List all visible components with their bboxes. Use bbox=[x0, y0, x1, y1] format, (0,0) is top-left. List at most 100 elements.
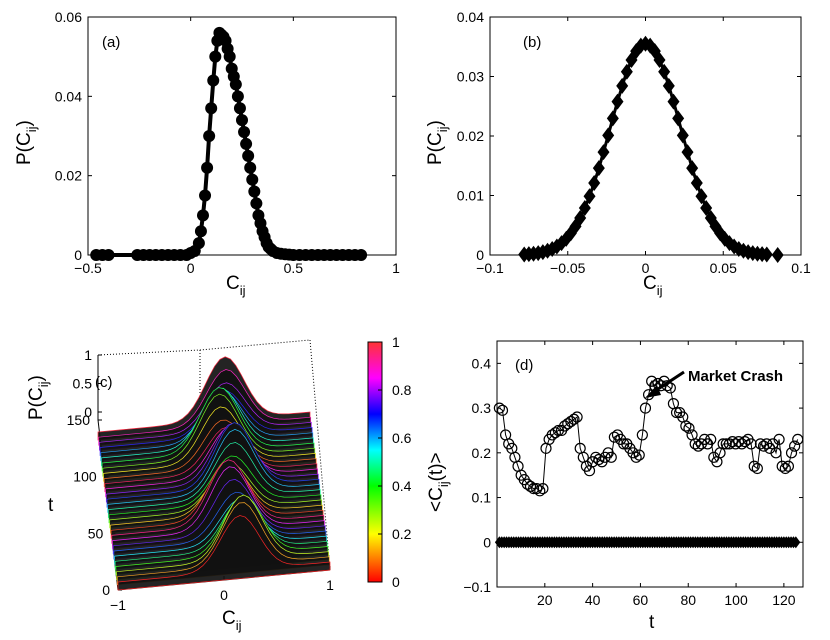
panel-a-ytick-label-0: 0 bbox=[74, 247, 82, 263]
panel-a-xtick-label-1: 0 bbox=[187, 260, 195, 276]
panel-b-point bbox=[574, 210, 587, 227]
panel-b-point bbox=[672, 110, 685, 127]
panel-b-point bbox=[583, 188, 596, 205]
panel-d-ytick-label-2: 0.1 bbox=[472, 490, 492, 506]
panel-a-point bbox=[240, 137, 253, 150]
panel-d-series-line bbox=[499, 380, 799, 492]
panel-b-point bbox=[578, 199, 591, 216]
panel-b-point bbox=[681, 144, 694, 161]
panel-b-point bbox=[700, 199, 713, 216]
panel-d-point bbox=[527, 483, 540, 495]
panel-b-point bbox=[760, 246, 773, 263]
panel-a-point bbox=[223, 50, 236, 63]
panel-b-point bbox=[662, 77, 675, 94]
panel-d-point bbox=[661, 380, 673, 392]
panel-c-ztick-label-0: 0 bbox=[84, 404, 92, 420]
panel-d-ytick-label-5: 0.4 bbox=[472, 355, 492, 371]
panel-b-point bbox=[695, 188, 708, 205]
panel-a-point bbox=[246, 173, 259, 186]
panel-d-point bbox=[782, 460, 795, 472]
panel-d-point bbox=[549, 427, 561, 439]
colorbar-tick-label-4: 0.8 bbox=[392, 382, 412, 398]
panel-a-point bbox=[242, 149, 255, 162]
panel-d-point bbox=[745, 438, 757, 450]
panel-a-point bbox=[244, 161, 257, 174]
panel-b-point bbox=[771, 247, 784, 263]
panel-c-zlabel: P(Cij) bbox=[26, 375, 51, 420]
panel-a-label: (a) bbox=[102, 34, 120, 51]
colorbar-tick-label-1: 0.2 bbox=[392, 526, 412, 542]
panel-a-ytick-label-3: 0.06 bbox=[55, 9, 82, 25]
panel-d-point bbox=[739, 436, 751, 448]
panel-a-point bbox=[229, 78, 242, 91]
panel-b-ytick-label-2: 0.02 bbox=[457, 128, 484, 144]
panel-a-xtick-label-2: 0.5 bbox=[284, 260, 304, 276]
panel-a-point bbox=[207, 74, 220, 87]
market-crash-annotation: Market Crash bbox=[688, 368, 783, 385]
panel-c-label: (c) bbox=[95, 374, 113, 391]
panel-b-xtick-label-4: 0.1 bbox=[791, 260, 811, 276]
panel-b-point bbox=[686, 160, 699, 177]
panel-d-point bbox=[770, 447, 782, 459]
panel-b-point bbox=[653, 52, 666, 69]
panel-d-label: (d) bbox=[515, 357, 533, 374]
panel-c-box-back bbox=[97, 339, 311, 356]
panel-d-point bbox=[496, 404, 509, 416]
panel-b-point bbox=[588, 174, 601, 191]
panel-d-xtick-label-1: 40 bbox=[585, 592, 601, 608]
panel-c-ylabel: t bbox=[48, 495, 54, 516]
panel-b-ytick-label-3: 0.03 bbox=[457, 69, 484, 85]
colorbar bbox=[367, 341, 383, 583]
panel-b-point bbox=[690, 174, 703, 191]
panel-d-ytick-label-0: −0.1 bbox=[463, 579, 491, 595]
panel-c-xtick-label-0: −1 bbox=[110, 597, 126, 613]
panel-b-ytick-label-0: 0 bbox=[476, 247, 484, 263]
panel-b-xtick-label-3: 0.05 bbox=[710, 260, 737, 276]
panel-d-point bbox=[751, 462, 763, 475]
panel-b-xlabel: Cij bbox=[643, 273, 663, 298]
panel-d-point bbox=[593, 453, 605, 466]
panel-d-point bbox=[785, 447, 798, 459]
panel-b-ylabel: P(Cij) bbox=[425, 120, 450, 165]
panel-b-point bbox=[611, 93, 624, 110]
panel-c-ytick-label-0: 0 bbox=[102, 582, 110, 598]
panel-b-point bbox=[616, 77, 629, 94]
panel-b-label: (b) bbox=[523, 34, 541, 51]
panel-a-point bbox=[233, 102, 246, 115]
panel-c-xtick-label-2: 1 bbox=[326, 577, 334, 593]
panel-d-point bbox=[642, 389, 655, 401]
panel-a-point bbox=[209, 50, 222, 63]
panel-a-point bbox=[231, 90, 244, 103]
panel-a-point bbox=[201, 161, 214, 174]
panel-b-xtick-label-2: 0 bbox=[642, 260, 650, 276]
colorbar-tick-label-2: 0.4 bbox=[392, 478, 412, 494]
panel-a-point bbox=[203, 130, 216, 142]
panel-b-point bbox=[592, 160, 605, 177]
panel-d-point bbox=[754, 438, 767, 450]
panel-c-ztick-label-2: 1 bbox=[84, 347, 92, 363]
panel-d-point bbox=[664, 382, 676, 394]
panel-a-ylabel: P(Cij) bbox=[14, 120, 39, 165]
panel-d-point bbox=[571, 411, 583, 423]
panel-d-point bbox=[639, 402, 652, 414]
panel-d-point bbox=[789, 440, 801, 452]
panel-d-point bbox=[537, 483, 549, 495]
panel-a-xtick-label-3: 1 bbox=[392, 260, 400, 276]
panel-d-point bbox=[531, 483, 543, 495]
panel-d-point bbox=[683, 422, 695, 434]
panel-a-point bbox=[248, 185, 261, 198]
panel-d-point bbox=[748, 460, 760, 472]
panel-a-frame bbox=[87, 16, 397, 256]
panel-a-ytick-label-2: 0.04 bbox=[55, 88, 82, 104]
panel-b-point bbox=[597, 144, 610, 161]
panel-d-xtick-label-2: 60 bbox=[633, 592, 649, 608]
panel-a-point bbox=[192, 237, 205, 250]
panel-d-point bbox=[608, 431, 620, 443]
colorbar-tick-label-5: 1 bbox=[392, 334, 400, 350]
panel-d-point bbox=[720, 438, 732, 450]
panel-d-point bbox=[534, 485, 546, 497]
panel-d-point bbox=[792, 433, 804, 445]
panel-b-point bbox=[620, 63, 633, 80]
panel-d-point bbox=[493, 402, 505, 414]
